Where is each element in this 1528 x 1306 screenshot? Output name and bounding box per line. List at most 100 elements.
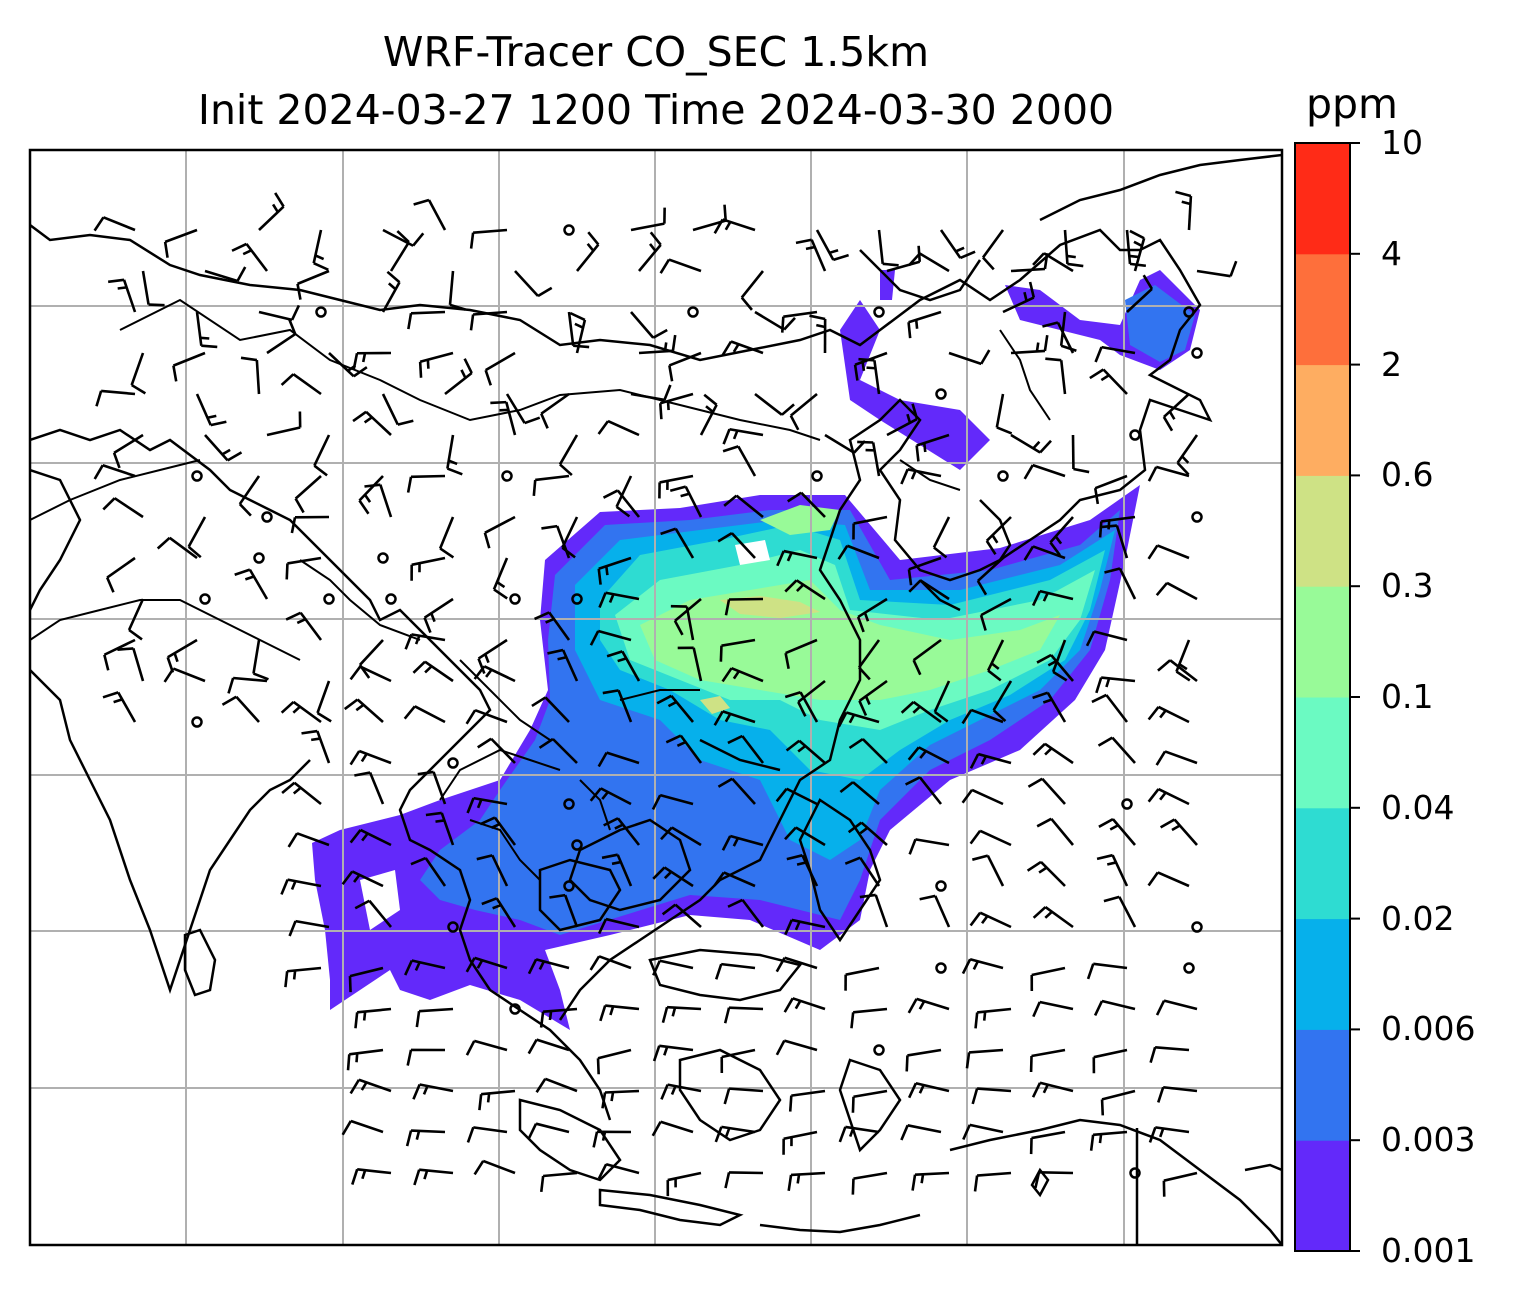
wind-barb <box>469 228 508 249</box>
wind-barb <box>597 556 632 585</box>
wind-barb <box>1155 581 1198 601</box>
wind-barb <box>601 853 633 887</box>
wind-barb <box>466 796 508 814</box>
wind-barb <box>172 351 206 382</box>
wind-barb <box>776 549 818 567</box>
wind-barb <box>911 1171 950 1191</box>
calm-wind-circle <box>1191 921 1203 933</box>
wind-barb <box>1029 1130 1066 1155</box>
wind-barb <box>296 269 330 300</box>
wind-barb <box>652 959 694 976</box>
wind-barb <box>354 1007 392 1029</box>
wind-barb <box>418 351 454 378</box>
wind-barb <box>599 1004 640 1022</box>
wind-barb <box>465 1039 508 1056</box>
wind-barb <box>658 392 694 420</box>
calm-wind-circle <box>1129 429 1141 441</box>
wind-barb <box>1032 1000 1074 1018</box>
wind-barb <box>381 270 401 313</box>
wind-barb <box>290 515 330 534</box>
wind-barb <box>478 1089 516 1111</box>
wind-barb <box>900 700 942 724</box>
wind-barb <box>630 207 666 232</box>
wind-barb <box>714 1125 756 1143</box>
wind-barb <box>1100 524 1129 559</box>
wind-barb <box>477 737 516 764</box>
wind-barb <box>714 962 756 980</box>
wind-barb <box>1045 357 1067 395</box>
wind-barb <box>354 771 385 805</box>
wind-barb <box>1010 334 1049 355</box>
wind-barb <box>1031 1081 1074 1098</box>
wind-barb <box>961 708 1004 725</box>
plume-gap <box>360 870 400 930</box>
wind-barb <box>1023 463 1066 480</box>
calm-wind-circle <box>199 593 211 605</box>
colorbar-tick-label: 2 <box>1381 344 1402 384</box>
wind-barb <box>630 311 668 339</box>
wind-barb <box>660 527 695 559</box>
wind-barb <box>723 494 764 519</box>
wind-barb <box>1086 962 1128 980</box>
wind-barb <box>717 777 756 805</box>
wind-barb <box>541 524 571 559</box>
wind-barb <box>995 393 1013 435</box>
wind-barb <box>469 310 508 331</box>
wind-barb <box>238 475 261 517</box>
calm-wind-circle <box>935 962 947 974</box>
wind-barb <box>969 911 1012 929</box>
calm-wind-circle <box>811 470 823 482</box>
wind-barb <box>538 737 578 764</box>
colorbar-tick-label: 0.04 <box>1381 787 1455 827</box>
wind-barb <box>858 679 888 717</box>
wind-barb <box>107 278 137 313</box>
wind-barb <box>103 638 136 671</box>
wind-barb <box>905 1048 942 1072</box>
colorbar-tick-label: 10 <box>1381 123 1423 162</box>
wind-barb <box>413 198 447 231</box>
wind-barb <box>1098 515 1136 538</box>
wind-barb <box>465 956 508 973</box>
wind-barb <box>473 1159 516 1176</box>
calm-wind-circle <box>1191 347 1203 359</box>
wind-barb <box>1002 281 1036 314</box>
wind-barb <box>187 516 207 559</box>
wind-barb <box>877 229 899 267</box>
wind-barb <box>851 1171 888 1195</box>
colorbar-segment <box>1295 253 1350 366</box>
colorbar-segment <box>1295 1029 1350 1141</box>
wind-barb <box>850 1007 888 1029</box>
wind-barb <box>606 650 641 682</box>
wind-barb <box>824 433 866 454</box>
wind-barb <box>713 871 756 888</box>
wind-barb <box>932 516 951 559</box>
wind-barb <box>1034 1171 1074 1189</box>
wind-barb <box>352 351 392 370</box>
wind-barb <box>857 639 881 681</box>
wind-barb <box>986 639 1005 682</box>
wind-barb <box>844 856 881 887</box>
calm-wind-circle <box>1129 1167 1141 1179</box>
wind-barb <box>415 1007 454 1028</box>
wind-barb <box>785 739 826 764</box>
wind-barb <box>1147 705 1190 724</box>
wind-barb <box>1032 742 1074 765</box>
calm-wind-circle <box>563 798 575 810</box>
wind-barb <box>294 475 322 514</box>
calm-wind-circle <box>315 306 327 318</box>
wind-barb <box>981 229 1005 271</box>
wind-barb <box>969 752 1012 769</box>
wind-barb <box>652 866 694 888</box>
wind-barb <box>919 894 951 928</box>
wind-barb <box>775 787 818 806</box>
wind-barb <box>163 228 198 258</box>
wind-barb <box>1092 1048 1128 1074</box>
wind-barb <box>527 1038 570 1055</box>
wind-barb <box>1089 368 1128 395</box>
wind-barb <box>406 1048 446 1066</box>
wind-barb <box>912 638 942 676</box>
wind-barb <box>490 400 517 436</box>
wind-barb <box>476 854 509 887</box>
wind-barb <box>659 258 702 274</box>
wind-barb <box>527 1122 570 1139</box>
